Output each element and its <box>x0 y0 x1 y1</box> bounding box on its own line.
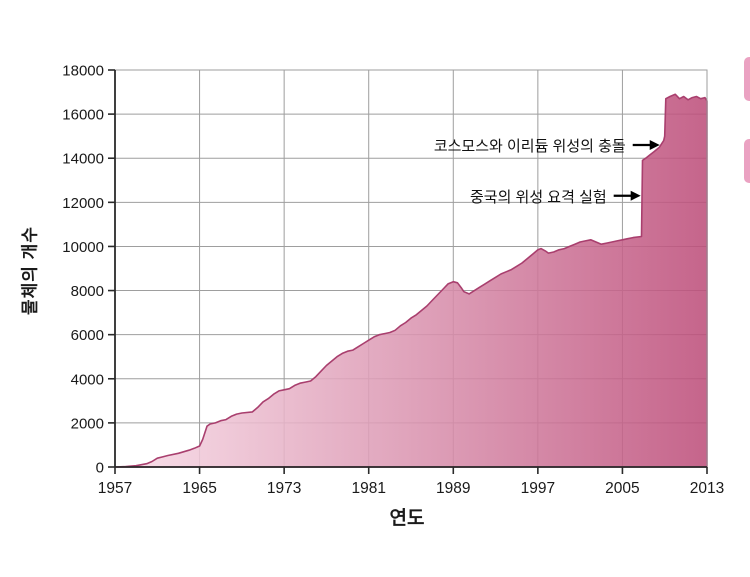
x-tick-label: 1957 <box>98 480 132 497</box>
y-tick-label: 18000 <box>62 63 104 80</box>
annotation-china-asat-test: 중국의 위성 요격 실험 <box>469 188 607 206</box>
y-tick-label: 4000 <box>71 371 104 388</box>
x-tick-label: 2013 <box>690 480 724 497</box>
x-axis-title: 연도 <box>389 508 425 529</box>
x-tick-label: 1997 <box>521 480 555 497</box>
annotation-arrow-head <box>630 190 641 201</box>
y-tick-label: 10000 <box>62 239 104 256</box>
x-tick-label: 1981 <box>351 480 385 497</box>
y-tick-label: 14000 <box>62 151 104 168</box>
y-tick-label: 16000 <box>62 107 104 124</box>
y-tick-label: 12000 <box>62 195 104 212</box>
y-axis-title: 물체의 개수 <box>20 226 40 315</box>
y-tick-label: 0 <box>96 460 104 477</box>
y-tick-label: 6000 <box>71 327 104 344</box>
y-tick-label: 2000 <box>71 415 104 432</box>
x-tick-label: 2005 <box>605 480 639 497</box>
annotation-arrow-head <box>649 139 660 150</box>
annotation-cosmos-iridium-collision: 코스모스와 이리듐 위성의 충돌 <box>433 137 626 155</box>
x-tick-label: 1973 <box>267 480 301 497</box>
debris-area-series <box>114 93 708 468</box>
y-tick-label: 8000 <box>71 283 104 300</box>
x-tick-label: 1989 <box>436 480 470 497</box>
page-edge-tab <box>744 57 750 101</box>
x-tick-label: 1965 <box>182 480 216 497</box>
page-edge-tab <box>744 139 750 183</box>
